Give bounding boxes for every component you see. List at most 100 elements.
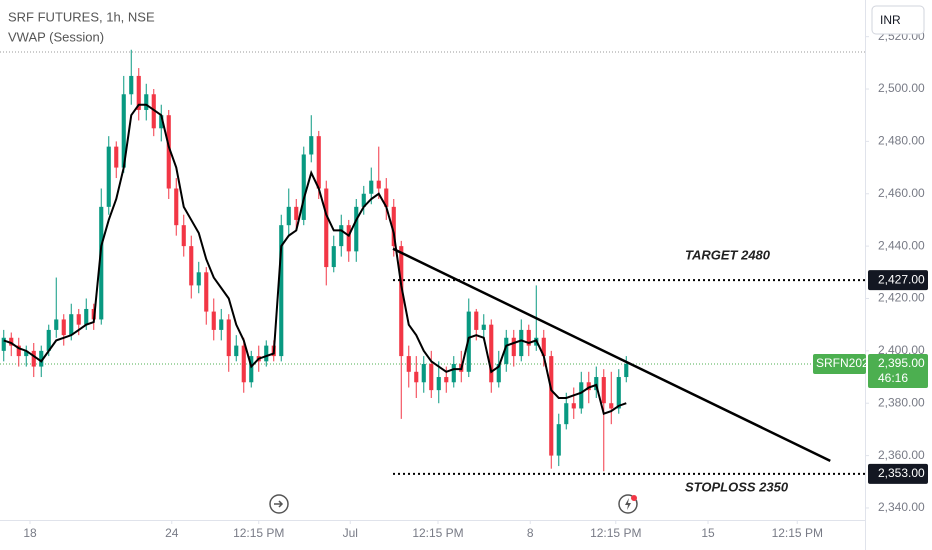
candle-body — [331, 246, 336, 268]
candle-body — [121, 94, 126, 168]
candle-body — [99, 206, 104, 320]
candle-body — [481, 324, 486, 330]
currency[interactable]: INR — [880, 13, 901, 27]
candle-body — [9, 337, 14, 346]
candle-body — [196, 272, 201, 286]
alert-icon-bolt — [625, 498, 631, 510]
plot-area — [0, 49, 865, 472]
candle-body — [144, 94, 149, 110]
candle-body — [211, 311, 216, 330]
candle-body — [31, 350, 36, 367]
price-tag — [868, 270, 928, 291]
y-tick-label: 2,460.00 — [878, 186, 925, 200]
candle-body — [399, 246, 404, 357]
trendline — [392, 247, 831, 462]
y-tick-label: 2,360.00 — [878, 448, 925, 462]
candle-body — [159, 115, 164, 129]
y-tick-label: 2,400.00 — [878, 343, 925, 357]
candle-body — [1, 337, 6, 351]
candle-body — [586, 382, 591, 391]
price-tag-label: 2,353.00 — [878, 466, 925, 480]
candle-body — [136, 75, 141, 110]
candle-body — [226, 319, 231, 357]
candle-body — [361, 193, 366, 207]
x-tick-label: 24 — [165, 526, 179, 540]
candle-body — [16, 345, 21, 357]
candle-body — [264, 345, 269, 362]
candle-body — [511, 337, 516, 357]
candle-body — [384, 188, 389, 207]
currency-button[interactable]: INR — [871, 5, 925, 35]
x-tick-label: 8 — [527, 526, 534, 540]
candle-body — [204, 272, 209, 312]
candle-body — [24, 350, 29, 357]
candle-body — [129, 75, 134, 95]
x-tick-label: 18 — [23, 526, 37, 540]
y-tick-label: 2,340.00 — [878, 500, 925, 514]
y-tick-label: 2,500.00 — [878, 81, 925, 95]
icon[interactable] — [269, 494, 289, 514]
x-tick-label: 12:15 PM — [233, 526, 284, 540]
candle-body — [556, 424, 561, 456]
candle-body — [421, 363, 426, 383]
candle-body — [69, 314, 74, 336]
candle-body — [151, 94, 156, 129]
x-tick-label: 12:15 PM — [590, 526, 641, 540]
candle-body — [601, 377, 606, 404]
price-tag-label: 2,427.00 — [878, 272, 925, 286]
candle-body — [54, 319, 59, 330]
y-tick-label: 2,380.00 — [878, 395, 925, 409]
y-tick-label: 2,420.00 — [878, 291, 925, 305]
chart-title: SRF FUTURES, 1h, NSE — [8, 9, 155, 24]
candle-body — [181, 225, 186, 247]
candle-body — [414, 371, 419, 383]
candle-body — [436, 377, 441, 391]
candle-body — [526, 329, 531, 346]
candle-body — [84, 308, 89, 325]
candle-body — [339, 225, 344, 247]
candle-body — [564, 403, 569, 425]
candle-body — [241, 345, 246, 383]
candle-body — [579, 382, 584, 409]
candle-body — [474, 311, 479, 330]
candle-body — [444, 377, 449, 383]
candle-body — [219, 319, 224, 330]
level-annotation: STOPLOSS 2350 — [685, 479, 789, 494]
candle-body — [376, 180, 381, 189]
candle-body — [61, 319, 66, 336]
candle-body — [166, 115, 171, 189]
candle-body — [429, 363, 434, 391]
x-tick-label: Jul — [343, 526, 358, 540]
candle-body — [286, 206, 291, 226]
candle-body — [346, 225, 351, 252]
symbol-tag — [813, 353, 866, 374]
candle-body — [594, 377, 599, 391]
candle-body — [309, 136, 314, 155]
candle-body — [174, 188, 179, 226]
candle-body — [504, 337, 509, 364]
candle-body — [106, 146, 111, 207]
candle-body — [369, 180, 374, 194]
candle-body — [391, 206, 396, 247]
candle-body — [39, 350, 44, 367]
candle-body — [114, 146, 119, 168]
candle-body — [406, 356, 411, 372]
y-tick-label: 2,480.00 — [878, 134, 925, 148]
icon[interactable] — [618, 494, 638, 514]
alert-dot — [631, 495, 637, 501]
price-tag — [868, 353, 928, 388]
candle-body — [541, 337, 546, 357]
candle-body — [294, 206, 299, 220]
candle-body — [301, 154, 306, 220]
x-tick-label: 12:15 PM — [412, 526, 463, 540]
candle-body — [324, 188, 329, 268]
candle-body — [519, 329, 524, 357]
symbol-label: SRFN2024 — [816, 356, 876, 370]
y-tick-label: 2,440.00 — [878, 238, 925, 252]
event-icon-arrow — [274, 500, 284, 508]
candle-body — [279, 225, 284, 357]
candle-body — [616, 377, 621, 409]
button-frame[interactable] — [871, 5, 925, 35]
